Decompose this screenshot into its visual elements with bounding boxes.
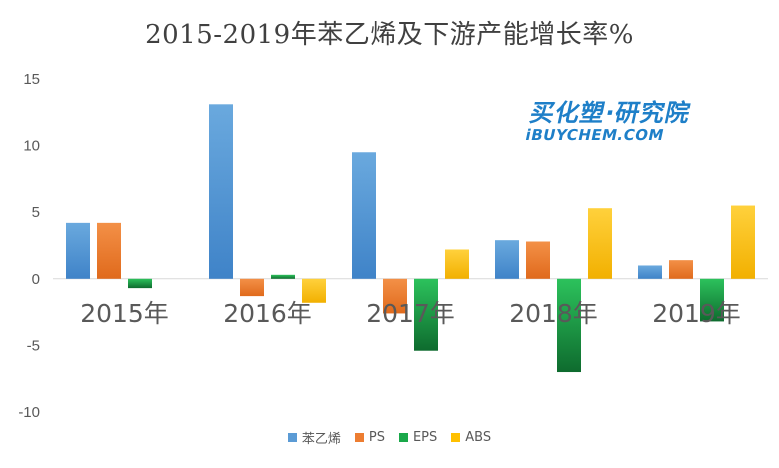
legend-label: EPS <box>412 430 438 445</box>
bar-EPS-2017年 <box>414 278 438 351</box>
x-category-label: 2017年 <box>366 299 455 328</box>
bar-EPS-2019年 <box>700 278 724 322</box>
bar-ABS-2017年 <box>445 249 469 279</box>
watermark-line1: 买化塑·研究院 <box>527 99 694 127</box>
y-tick-label: 15 <box>23 71 40 88</box>
y-axis-ticks: 15 10 5 0 -5 -10 <box>18 71 40 421</box>
watermark-line2: iBUYCHEM.COM <box>523 126 666 144</box>
bar-EPS-2016年 <box>271 274 295 279</box>
chart-title: 2015-2019年苯乙烯及下游产能增长率% <box>145 20 634 50</box>
bar-PS-2019年 <box>669 260 693 279</box>
bar-ABS-2016年 <box>302 278 326 303</box>
x-axis-labels: 2015年 2016年 2017年 2018年 2019年 <box>80 299 741 328</box>
bar-PS-2018年 <box>526 241 550 279</box>
legend-item: ABS <box>451 430 491 445</box>
y-tick-label: 0 <box>32 271 40 288</box>
legend-label: 苯乙烯 <box>301 432 341 447</box>
bar-苯乙烯-2016年 <box>209 104 233 279</box>
legend-swatch <box>287 433 297 442</box>
bar-苯乙烯-2015年 <box>66 222 90 279</box>
bar-PS-2016年 <box>240 278 264 297</box>
y-tick-label: -10 <box>18 404 40 421</box>
legend-swatch <box>354 433 364 442</box>
bar-PS-2015年 <box>97 222 121 279</box>
bar-PS-2017年 <box>383 278 407 314</box>
bar-苯乙烯-2018年 <box>495 240 519 279</box>
legend-swatch <box>451 433 461 442</box>
watermark-logo: 买化塑·研究院 iBUYCHEM.COM <box>523 99 763 148</box>
legend-swatch <box>398 433 408 442</box>
bars-group <box>66 104 755 373</box>
y-tick-label: 10 <box>23 138 40 155</box>
bar-苯乙烯-2017年 <box>352 152 376 279</box>
x-category-label: 2018年 <box>509 299 598 328</box>
legend-label: ABS <box>465 430 492 445</box>
chart-legend: 苯乙烯 PS EPS ABS <box>0 428 779 447</box>
y-tick-label: 5 <box>32 204 40 221</box>
legend-label: PS <box>368 430 385 445</box>
bar-EPS-2015年 <box>128 278 152 289</box>
y-tick-label: -5 <box>27 337 40 354</box>
legend-item: 苯乙烯 <box>287 428 341 447</box>
legend-item: PS <box>354 430 385 445</box>
bar-EPS-2018年 <box>557 278 581 373</box>
x-category-label: 2019年 <box>652 299 741 328</box>
bar-ABS-2019年 <box>731 205 755 279</box>
legend-item: EPS <box>398 430 438 445</box>
x-category-label: 2015年 <box>80 299 169 328</box>
bar-ABS-2018年 <box>588 208 612 279</box>
x-category-label: 2016年 <box>223 299 312 328</box>
bar-苯乙烯-2019年 <box>638 265 662 279</box>
